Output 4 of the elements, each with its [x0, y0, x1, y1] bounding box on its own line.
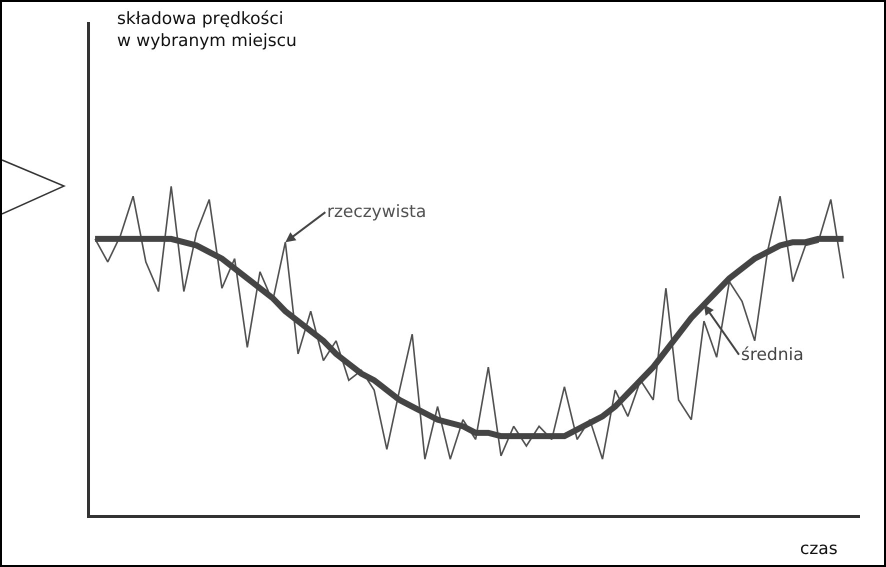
text: składowa prędkości w wybranym miejscu	[117, 9, 297, 52]
x-axis-title: czas	[800, 539, 838, 559]
text: średnia	[741, 345, 804, 365]
text: rzeczywista	[327, 202, 426, 222]
